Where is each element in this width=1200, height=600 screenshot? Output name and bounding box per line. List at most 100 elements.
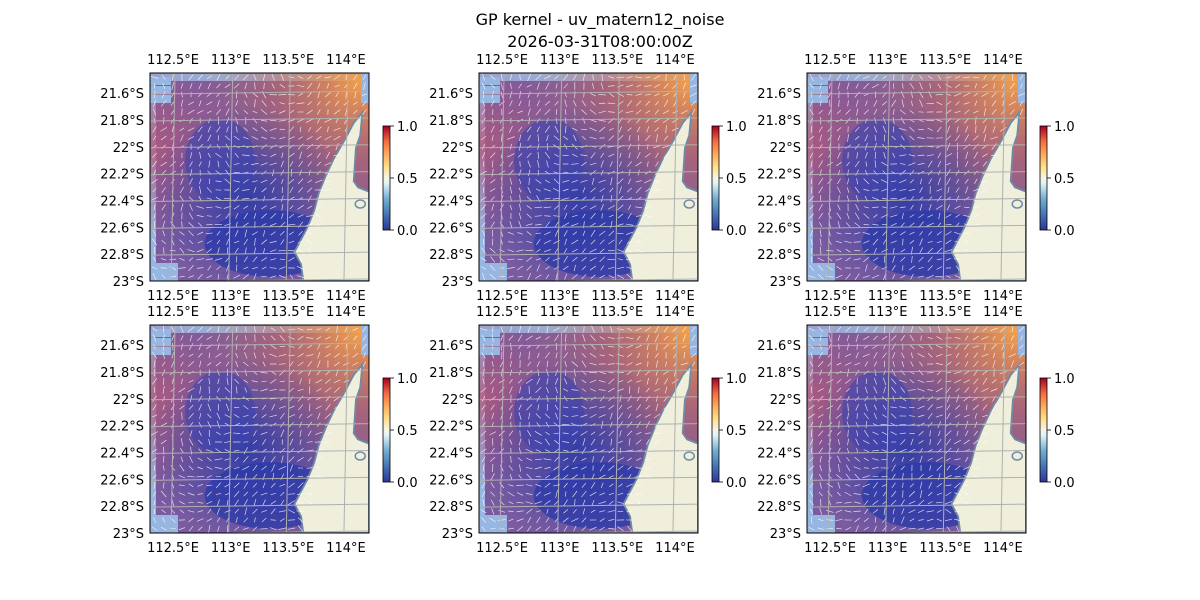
vector-arrow [954, 492, 961, 496]
vector-arrow [536, 118, 541, 123]
vector-arrow [324, 188, 332, 192]
vector-arrow [324, 162, 332, 166]
vector-arrow [325, 336, 331, 340]
vector-arrow [900, 370, 906, 376]
vector-arrow [571, 361, 579, 367]
vector-arrow [296, 265, 305, 271]
vector-arrow [581, 526, 587, 532]
vector-arrow [909, 231, 915, 235]
vector-arrow [645, 76, 651, 79]
vector-arrow [873, 326, 878, 333]
vector-arrow [818, 177, 824, 185]
vector-arrow [872, 74, 879, 81]
vector-arrow [581, 447, 587, 455]
vector-arrow [544, 179, 550, 184]
vector-arrow [963, 439, 970, 445]
vector-arrow [307, 361, 312, 367]
vector-arrow [908, 527, 916, 530]
vector-arrow [654, 334, 659, 342]
vector-arrow [628, 178, 632, 185]
vector-arrow [333, 74, 341, 80]
vector-arrow [809, 457, 814, 462]
y-tick-label: 22.2°S [100, 168, 144, 183]
vector-arrow [626, 273, 633, 280]
vector-arrow [972, 223, 980, 226]
vector-arrow [207, 152, 211, 158]
vector-arrow [216, 265, 221, 271]
vector-arrow [663, 404, 669, 410]
vector-arrow [927, 491, 933, 497]
vector-arrow [517, 379, 523, 384]
vector-arrow [927, 241, 933, 243]
vector-arrow [901, 325, 904, 333]
vector-arrow [946, 162, 951, 166]
gridline-lat [150, 90, 369, 95]
vector-arrow [150, 75, 159, 79]
vector-arrow [571, 257, 578, 262]
land-mass [293, 361, 369, 533]
vector-arrow [954, 465, 961, 471]
masked-cell [486, 86, 493, 94]
vector-arrow [872, 238, 879, 246]
vector-arrow [510, 455, 512, 463]
vector-arrow [836, 74, 842, 81]
gridline-lat [807, 251, 1026, 256]
axes-frame [149, 72, 370, 282]
vector-arrow [864, 403, 868, 412]
vector-arrow [179, 353, 185, 358]
vector-arrow [315, 431, 323, 435]
vector-arrow [617, 178, 624, 185]
vector-arrow [253, 430, 257, 437]
masked-cell [807, 77, 814, 85]
field-cool-center [185, 370, 256, 454]
vector-arrow [153, 99, 157, 108]
vector-arrow [535, 232, 541, 235]
x-tick-label-top: 113°E [211, 305, 251, 320]
vector-arrow [610, 438, 613, 446]
vector-arrow [288, 213, 295, 219]
vector-arrow [655, 403, 659, 411]
vector-arrow [926, 274, 934, 279]
vector-arrow [644, 195, 651, 202]
vector-arrow [591, 499, 595, 506]
y-tick-label: 22.8°S [100, 500, 144, 515]
vector-arrow [562, 180, 570, 183]
vector-arrow [553, 187, 561, 193]
colorbar: 0.00.51.0 [1039, 372, 1075, 491]
vector-arrow [153, 343, 156, 350]
vector-arrow [645, 100, 651, 106]
vector-arrow [954, 475, 961, 478]
vector-arrow [536, 82, 540, 90]
vector-arrow [991, 109, 997, 115]
vector-arrow [616, 363, 625, 365]
vector-arrow [965, 404, 968, 411]
vector-arrow [608, 239, 615, 245]
vector-arrow [169, 266, 176, 270]
vector-arrow [234, 449, 240, 452]
vector-arrow [279, 335, 286, 341]
vector-arrow [161, 177, 166, 185]
vector-arrow [599, 518, 605, 522]
vector-arrow [178, 387, 186, 393]
vector-arrow [545, 421, 550, 428]
vector-arrow [981, 353, 989, 358]
vector-arrow [481, 334, 486, 342]
x-tick-label-top: 112.5°E [804, 53, 856, 68]
vector-arrow [609, 161, 613, 167]
vector-arrow [826, 405, 834, 410]
vector-arrow [854, 212, 860, 220]
vector-arrow [554, 456, 559, 462]
vector-arrow [234, 499, 239, 506]
vector-arrow [535, 510, 541, 513]
vector-arrow [900, 222, 905, 227]
vector-arrow [306, 467, 313, 469]
vector-arrow [855, 99, 859, 107]
vector-arrow [936, 465, 943, 471]
vector-arrow [819, 334, 822, 342]
vector-arrow [207, 265, 212, 271]
vector-arrow [963, 92, 971, 97]
vector-arrow [289, 396, 294, 402]
vector-arrow [890, 406, 897, 409]
vector-arrow [535, 274, 542, 279]
